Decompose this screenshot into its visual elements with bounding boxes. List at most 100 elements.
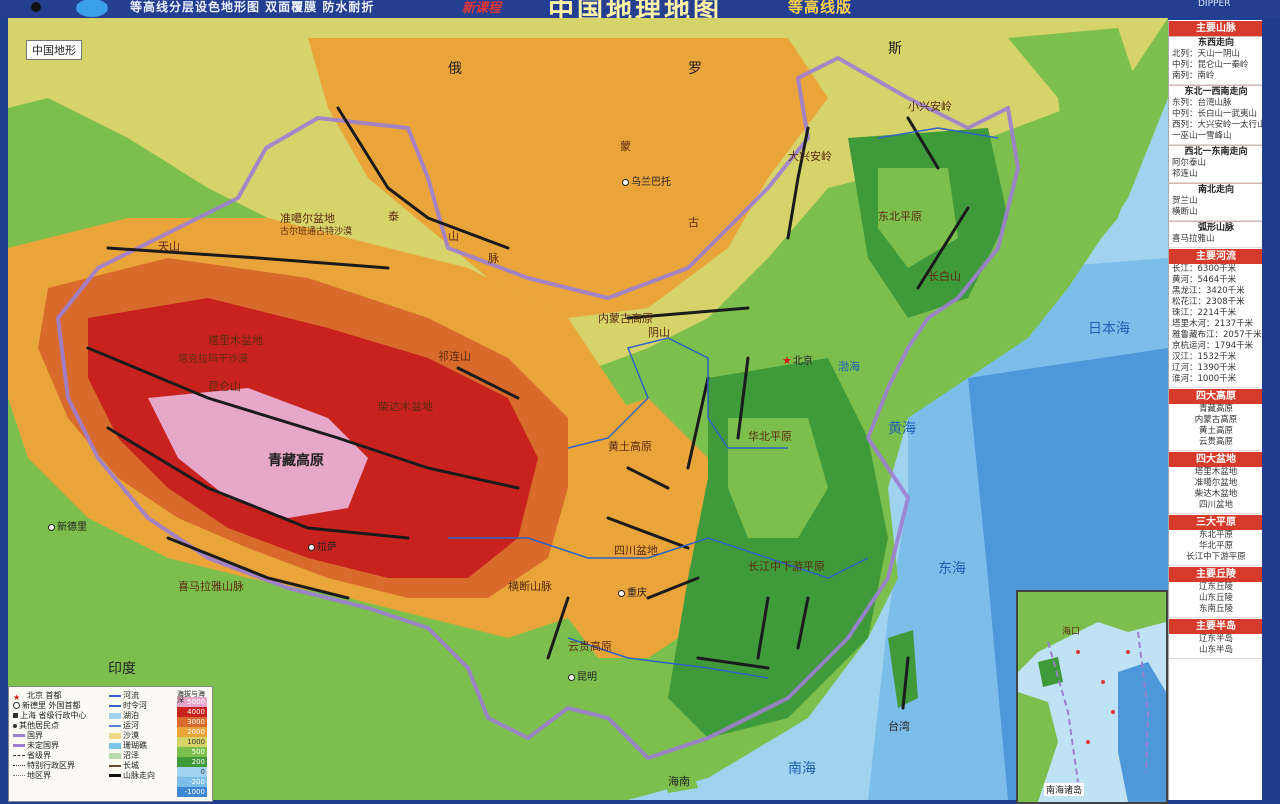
border-line-icon: [13, 734, 25, 737]
label-xiaoxinganling: 小兴安岭: [908, 100, 952, 113]
river-icon: [109, 694, 121, 697]
legend-text: 省级界: [27, 751, 51, 760]
sidebar-entry: 喜马拉雅山: [1172, 234, 1215, 244]
label-russia-2: 罗: [688, 61, 702, 77]
legend-row: 其他居民点: [13, 721, 87, 731]
label-kunlun: 昆仑山: [208, 380, 241, 393]
canal-icon: [109, 724, 121, 727]
city-new-delhi[interactable]: 新德里: [48, 518, 87, 533]
square-icon: [13, 713, 18, 718]
inset-title: 南海诸岛: [1044, 783, 1085, 796]
city-kunming[interactable]: 昆明: [568, 668, 597, 683]
sidebar-section-title: 主要河流: [1169, 249, 1263, 264]
legend-text: 沼泽: [123, 751, 139, 760]
map-header: 等高线分层设色地形图 双面覆膜 防水耐折 新课程 中国地理地图 等高线版 DIP…: [0, 0, 1280, 26]
sidebar-entry: 青藏高原: [1198, 404, 1233, 414]
city-lhasa[interactable]: 拉萨: [308, 538, 337, 553]
label-japan-sea: 日本海: [1088, 321, 1130, 337]
edition-label: 等高线版: [788, 0, 853, 16]
sidebar-entry: 山东丘陵: [1198, 593, 1233, 603]
city-name: 昆明: [577, 672, 597, 683]
sidebar-entry: 长江中下游平原: [1186, 552, 1246, 562]
legend-row: 时令河: [109, 701, 155, 711]
legend-text: 地区界: [27, 771, 51, 780]
city-dot-icon: [568, 673, 575, 681]
header-badge: 新课程: [462, 1, 502, 16]
sidebar-entry: 辽河：1390千米: [1172, 363, 1237, 373]
city-name: 新德里: [57, 522, 87, 533]
legend-row: 省级界: [13, 751, 87, 761]
legend-text: 其他居民点: [19, 721, 59, 730]
legend-text: 运河: [123, 721, 139, 730]
city-name: 拉萨: [317, 542, 337, 553]
sidebar-section-title: 主要丘陵: [1169, 567, 1263, 582]
map-legend: ★ 北京 首都 新德里 外国首都 上海 省级行政中心 其他居民点 国界 未定国界 …: [8, 686, 213, 802]
seasonal-river-icon: [109, 704, 121, 707]
sidebar-group: 长江：6300千米 黄河：5464千米 黑龙江：3420千米 松花江：2308千米 珠江…: [1169, 264, 1263, 388]
great-wall-icon: [109, 764, 121, 767]
label-loess: 黄土高原: [608, 440, 652, 453]
label-qaidam: 柴达木盆地: [378, 400, 433, 413]
sidebar-entry: 北列：天山一阴山: [1172, 49, 1241, 59]
sidebar-entry: 京杭运河：1794千米: [1172, 341, 1254, 351]
legend-text: 未定国界: [27, 741, 59, 750]
terrain-map-canvas: [8, 18, 1168, 800]
sidebar-entry: 东列：台湾山脉: [1172, 98, 1232, 108]
sidebar-section-title: 三大平原: [1169, 515, 1263, 530]
terrain-map[interactable]: 中国地形 蒙 古 乌兰巴托 泰 山 脉 准噶尔盆地 古尔班通古特沙漠 塔里木盆地…: [8, 18, 1168, 800]
legend-text: 时令河: [123, 701, 147, 710]
ramp-step: 3000: [177, 717, 207, 727]
capital-star-icon: ★: [782, 354, 792, 367]
label-russia-3: 斯: [888, 41, 902, 57]
sidebar-entry: 塔里木盆地: [1194, 467, 1238, 477]
label-yangtze-plain: 长江中下游平原: [748, 560, 825, 573]
south-china-sea-inset[interactable]: 海口 南海诸岛: [1016, 590, 1168, 804]
city-dot-icon: [308, 543, 315, 551]
ramp-step: -200: [177, 777, 207, 787]
legend-row: 国界: [13, 731, 87, 741]
star-icon: ★: [13, 692, 21, 702]
dashed-line-icon: [13, 755, 25, 756]
legend-text: 珊瑚礁: [123, 741, 147, 750]
label-russia-1: 俄: [448, 61, 462, 77]
label-hengduan: 横断山脉: [508, 580, 552, 593]
sidebar-entry: 东南丘陵: [1198, 604, 1233, 614]
sidebar-group-title: 弧形山脉: [1169, 221, 1263, 234]
legend-text: 国界: [27, 731, 43, 740]
label-changbai: 长白山: [928, 270, 961, 283]
sidebar-entry: 黄河：5464千米: [1172, 275, 1237, 285]
dotted-line-icon: [13, 775, 25, 776]
inset-city-label: 海口: [1062, 627, 1081, 637]
sidebar-entry: 珠江：2214千米: [1172, 308, 1237, 318]
legend-row: 上海 省级行政中心: [13, 711, 87, 721]
sidebar-entry: 西列：大兴安岭一太行山: [1172, 120, 1263, 130]
label-india: 印度: [108, 661, 136, 677]
legend-row: 特别行政区界: [13, 761, 87, 771]
sidebar-group: 东北一西南走向 东列：台湾山脉 中列：长白山一武夷山 西列：大兴安岭一太行山 一巫山一雪…: [1169, 85, 1263, 145]
label-yinshan: 阴山: [648, 326, 670, 339]
label-altai-mai: 脉: [488, 252, 499, 265]
legend-row: 沙漠: [109, 731, 155, 741]
label-gu: 古: [688, 216, 699, 229]
city-chongqing[interactable]: 重庆: [618, 584, 647, 599]
reef-icon: [109, 742, 121, 749]
city-beijing[interactable]: ★北京: [782, 352, 813, 367]
label-hainan: 海南: [668, 775, 690, 788]
publisher-logo: [31, 0, 108, 17]
label-yunnan: 云贵高原: [568, 640, 612, 653]
label-yellow-sea: 黄海: [888, 421, 916, 437]
map-caption: 中国地形: [26, 40, 82, 60]
mountain-trend-icon: [109, 774, 121, 777]
sidebar-entry: 华北平原: [1198, 541, 1233, 551]
city-ulaanbaatar[interactable]: 乌兰巴托: [622, 173, 671, 188]
city-dot-icon: [618, 589, 625, 597]
sidebar-entry: 山东半岛: [1198, 645, 1233, 655]
legend-row: 河流: [109, 691, 155, 701]
label-northeast-plain: 东北平原: [878, 210, 922, 223]
ramp-step: 4000: [177, 707, 207, 717]
label-south-sea: 南海: [788, 761, 816, 777]
sidebar-entry: 东北平原: [1198, 530, 1233, 540]
dot-icon: [13, 723, 17, 728]
sidebar-entry: 雅鲁藏布江：2057千米: [1172, 330, 1262, 340]
ramp-step: 2000: [177, 727, 207, 737]
